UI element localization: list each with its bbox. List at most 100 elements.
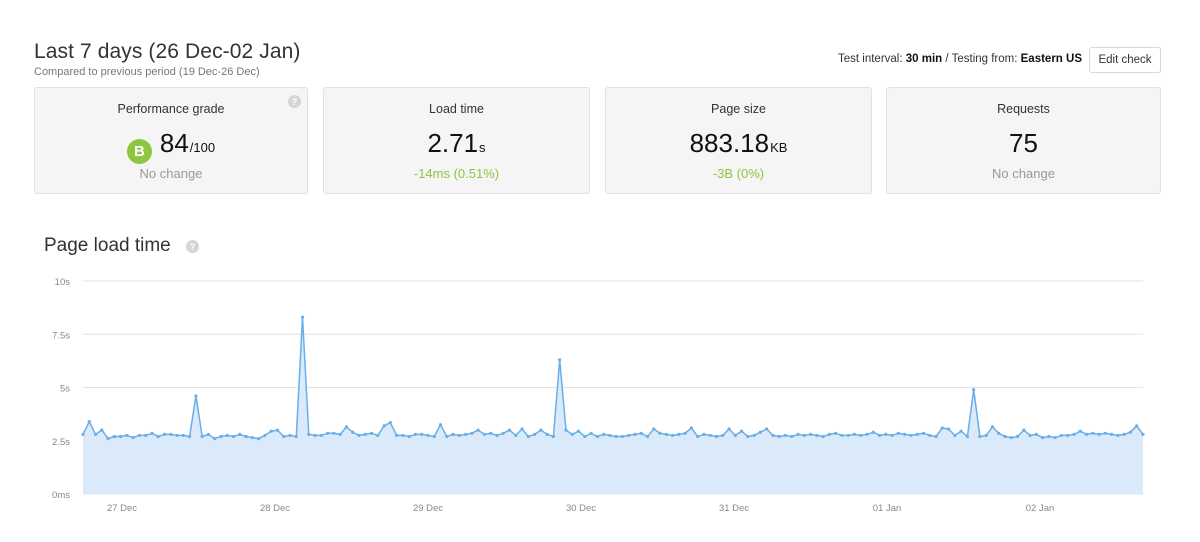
data-point (633, 432, 637, 436)
data-point (319, 433, 323, 438)
performance-grade-value: B 84 /100 (35, 128, 307, 164)
data-point (338, 432, 342, 436)
data-point (288, 433, 292, 438)
requests-card: Requests 75 No change (886, 87, 1161, 194)
data-point (357, 433, 361, 438)
data-point (269, 429, 273, 433)
requests-value: 75 (887, 128, 1160, 159)
data-point (1103, 431, 1107, 435)
y-tick-label: 10s (55, 277, 71, 288)
data-point (162, 432, 167, 436)
data-point (376, 433, 380, 438)
data-point (896, 431, 900, 435)
data-point (558, 358, 562, 362)
data-point (188, 434, 192, 439)
data-point (940, 426, 944, 430)
data-point (652, 427, 656, 431)
data-point (696, 434, 700, 439)
load-time-number: 2.71 (427, 128, 479, 158)
data-point (1078, 429, 1082, 433)
data-point (1059, 433, 1064, 438)
x-tick-label: 02 Jan (1026, 503, 1055, 514)
data-point (93, 432, 98, 436)
data-point (790, 434, 794, 439)
data-point (978, 434, 982, 439)
data-point (903, 432, 907, 436)
data-point (683, 431, 687, 435)
data-point (526, 434, 530, 439)
data-point (746, 434, 750, 439)
data-point (959, 429, 963, 433)
data-point (802, 433, 806, 438)
data-point (601, 432, 606, 436)
data-point (877, 433, 882, 438)
data-point (119, 434, 123, 439)
data-point (420, 432, 424, 436)
data-point (1091, 431, 1095, 435)
y-tick-label: 7.5s (52, 330, 70, 341)
data-point (219, 434, 223, 439)
page-size-unit: KB (770, 140, 788, 155)
data-point (1041, 435, 1045, 440)
data-point (545, 432, 549, 436)
data-point (721, 433, 725, 438)
edit-check-button[interactable]: Edit check (1089, 47, 1161, 73)
data-point (250, 435, 254, 440)
question-circle-icon[interactable]: ? (288, 95, 301, 108)
data-point (909, 433, 913, 438)
data-point (783, 433, 788, 438)
data-point (639, 431, 643, 435)
data-point (489, 431, 493, 435)
data-point (1015, 434, 1020, 439)
data-point (984, 433, 988, 438)
data-point (539, 428, 543, 432)
data-point (156, 434, 160, 439)
data-point (1028, 433, 1032, 438)
x-tick-label: 31 Dec (719, 503, 749, 514)
data-point (87, 419, 91, 424)
testing-from-label: Testing from: (951, 53, 1018, 65)
data-point (777, 434, 781, 439)
data-point (464, 432, 468, 436)
data-point (213, 437, 217, 441)
data-point (351, 430, 355, 434)
data-point (796, 432, 800, 436)
data-point (727, 427, 731, 431)
performance-grade-card: ? Performance grade B 84 /100 No change (34, 87, 308, 194)
data-point (645, 434, 650, 439)
data-point (827, 432, 831, 436)
data-point (294, 434, 298, 439)
data-point (551, 434, 556, 439)
question-circle-icon[interactable]: ? (186, 240, 199, 253)
data-point (934, 434, 938, 439)
data-point (1009, 435, 1013, 440)
data-point (482, 432, 487, 436)
data-point (1053, 435, 1057, 440)
data-point (100, 428, 104, 432)
data-point (175, 433, 179, 438)
data-point (1110, 432, 1114, 436)
y-tick-label: 5s (60, 384, 70, 395)
data-point (595, 434, 599, 439)
data-point (150, 431, 154, 435)
grade-score: 84 (159, 128, 189, 158)
performance-grade-change: No change (139, 166, 203, 181)
data-point (244, 434, 248, 439)
requests-title: Requests (997, 102, 1050, 116)
data-point (476, 428, 480, 432)
data-point (413, 432, 418, 436)
data-point (231, 434, 236, 439)
data-point (445, 434, 449, 439)
data-point (369, 431, 374, 435)
data-point (752, 433, 756, 438)
data-point (144, 433, 148, 438)
data-point (608, 433, 612, 438)
data-point (990, 425, 995, 429)
requests-change: No change (992, 166, 1055, 181)
data-point (501, 431, 505, 435)
data-point (733, 433, 737, 438)
data-point (815, 433, 819, 438)
data-point (1128, 430, 1133, 434)
data-point (181, 433, 185, 438)
